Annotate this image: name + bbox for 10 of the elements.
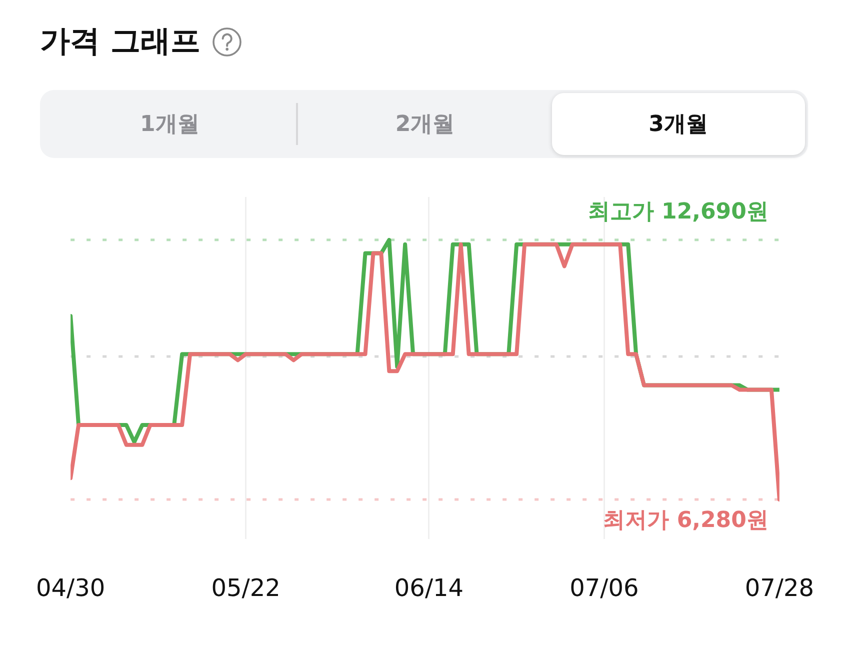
segmented-control: 1개월 2개월 3개월 [40, 90, 808, 158]
x-tick-label: 07/28 [744, 574, 814, 602]
x-tick-label: 06/14 [394, 574, 464, 602]
x-tick-label: 05/22 [211, 574, 280, 602]
chart-title: 가격 그래프 [40, 23, 200, 61]
x-tick-label: 07/06 [570, 574, 639, 602]
x-tick-label: 04/30 [36, 574, 106, 602]
ref-line-label: 최저가 6,280원 [603, 508, 768, 534]
selected-tab-button: 3개월 [552, 93, 805, 155]
ref-line-label: 최고가 12,690원 [588, 200, 768, 225]
